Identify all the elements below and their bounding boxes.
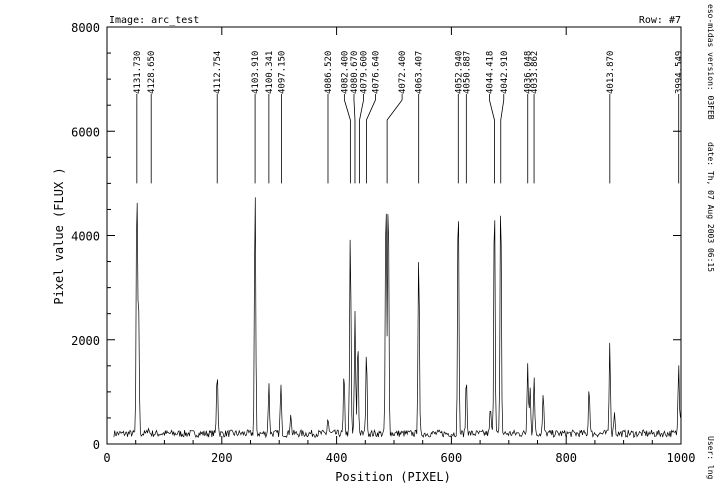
line-id-mark: 4128.650 [147,51,157,184]
line-id-label: 4079.600 [360,51,370,94]
line-id-label: 4097.150 [277,51,287,94]
y-tick-label: 2000 [71,334,100,348]
line-id-mark: 4033.862 [530,51,540,184]
x-tick-label: 400 [326,451,348,465]
line-id-tick [366,99,376,184]
line-id-mark: 4080.670 [350,51,360,184]
line-id-tick [500,99,505,184]
line-id-label: 4100.341 [265,51,275,94]
line-id-mark: 4044.418 [485,51,495,184]
line-id-label: 4052.940 [454,51,464,94]
line-id-mark: 4079.600 [359,51,370,184]
line-id-label: 4013.870 [606,51,616,94]
line-id-label: 4076.640 [371,51,381,94]
line-id-mark: 4086.520 [324,51,334,184]
line-id-label: 4072.400 [398,51,408,94]
line-id-mark: 4042.910 [500,51,510,184]
line-id-mark: 4036.048 [524,51,534,184]
line-id-mark: 4072.400 [386,51,408,184]
y-tick-label: 4000 [71,230,100,244]
line-id-mark: 4112.754 [213,51,223,184]
line-id-mark: 4052.940 [454,51,464,184]
line-id-mark: 4103.910 [251,51,261,184]
x-tick-label: 800 [555,451,577,465]
spectrum-series [113,197,681,439]
line-id-label: 3994.549 [675,51,685,94]
line-id-mark: 4097.150 [277,51,287,184]
line-id-tick [353,99,356,184]
line-id-tick [359,99,364,184]
plot-frame [106,26,682,445]
line-id-label: 4112.754 [213,51,223,94]
line-id-tick [489,99,495,184]
line-id-label: 4063.407 [415,51,425,94]
y-tick-label: 6000 [71,125,100,139]
user-info: User: lng [706,436,715,479]
line-id-mark: 3994.549 [675,51,685,184]
line-id-tick [386,99,403,184]
line-id-label: 4042.910 [500,51,510,94]
line-id-label: 4082.400 [340,51,350,94]
image-label: Image: arc_test [109,15,199,26]
line-id-label: 4033.862 [530,51,540,94]
line-id-mark: 4013.870 [606,51,616,184]
x-tick-label: 200 [211,451,233,465]
x-tick-label: 1000 [667,451,696,465]
line-id-mark: 4131.730 [133,51,143,184]
line-id-label: 4131.730 [133,51,143,94]
row-label: Row: #7 [639,15,681,26]
x-tick-label: 0 [103,451,110,465]
line-id-label: 4080.670 [350,51,360,94]
line-id-mark: 4082.400 [340,51,351,184]
line-id-mark: 4076.640 [366,51,381,184]
line-id-tick [343,99,351,184]
line-id-label: 4036.048 [524,51,534,94]
midas-version-info: eso-midas version: 03FEB date: Th, 07 Au… [706,4,715,290]
date-text: date: Th, 07 Aug 2003 06:15 [706,142,715,273]
user-text: User: lng [706,436,715,480]
y-axis-label: Pixel value (FLUX ) [52,167,66,304]
x-tick-label: 600 [441,451,463,465]
line-id-mark: 4100.341 [265,51,275,184]
line-id-mark: 4063.407 [415,51,425,184]
line-id-label: 4086.520 [324,51,334,94]
line-id-label: 4103.910 [251,51,261,94]
line-id-label: 4044.418 [485,51,495,94]
x-axis-label: Position (PIXEL) [335,470,451,484]
line-id-mark: 4050.887 [462,51,472,184]
version-text: eso-midas version: 03FEB [706,4,715,120]
line-id-label: 4050.887 [462,51,472,94]
line-id-label: 4128.650 [147,51,157,94]
y-tick-label: 0 [93,438,100,452]
y-tick-label: 8000 [71,21,100,35]
